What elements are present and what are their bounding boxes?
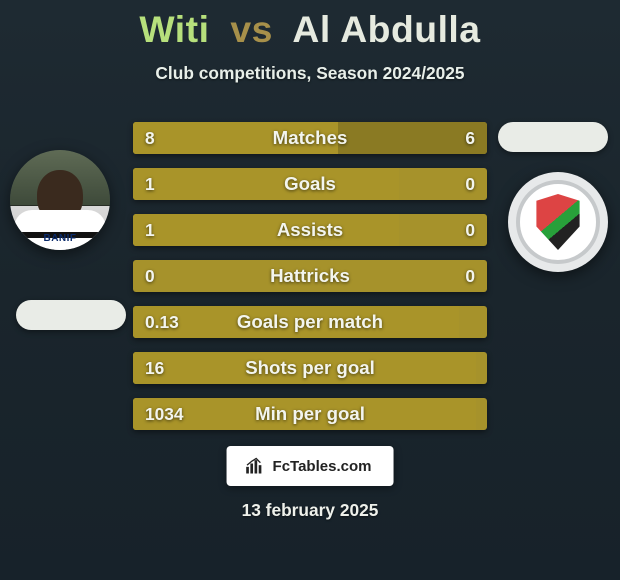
stat-row: 0.13Goals per match: [133, 306, 487, 338]
player1-shirt-sponsor: BANIF: [43, 233, 76, 244]
player1-avatar: BANIF: [10, 150, 110, 250]
stat-row: 16Shots per goal: [133, 352, 487, 384]
stat-row: 10Assists: [133, 214, 487, 246]
comparison-title: Witi vs Al Abdulla: [0, 0, 620, 51]
fctables-label: FcTables.com: [273, 458, 372, 475]
stat-row: 1034Min per goal: [133, 398, 487, 430]
player2-club-crest: [508, 172, 608, 272]
stat-row: 10Goals: [133, 168, 487, 200]
player2-club-pill: [498, 122, 608, 152]
stat-row: 00Hattricks: [133, 260, 487, 292]
bar-chart-icon: [245, 456, 265, 476]
subtitle: Club competitions, Season 2024/2025: [0, 63, 620, 84]
stat-bars: 86Matches 10Goals 10Assists 00Hattricks 0.13…: [133, 122, 487, 444]
player1-club-pill: [16, 300, 126, 330]
comparison-date: 13 february 2025: [0, 500, 620, 521]
player2-name: Al Abdulla: [292, 8, 480, 50]
stat-row: 86Matches: [133, 122, 487, 154]
title-vs: vs: [230, 8, 273, 50]
fctables-badge[interactable]: FcTables.com: [227, 446, 394, 486]
player1-name: Witi: [139, 8, 209, 50]
